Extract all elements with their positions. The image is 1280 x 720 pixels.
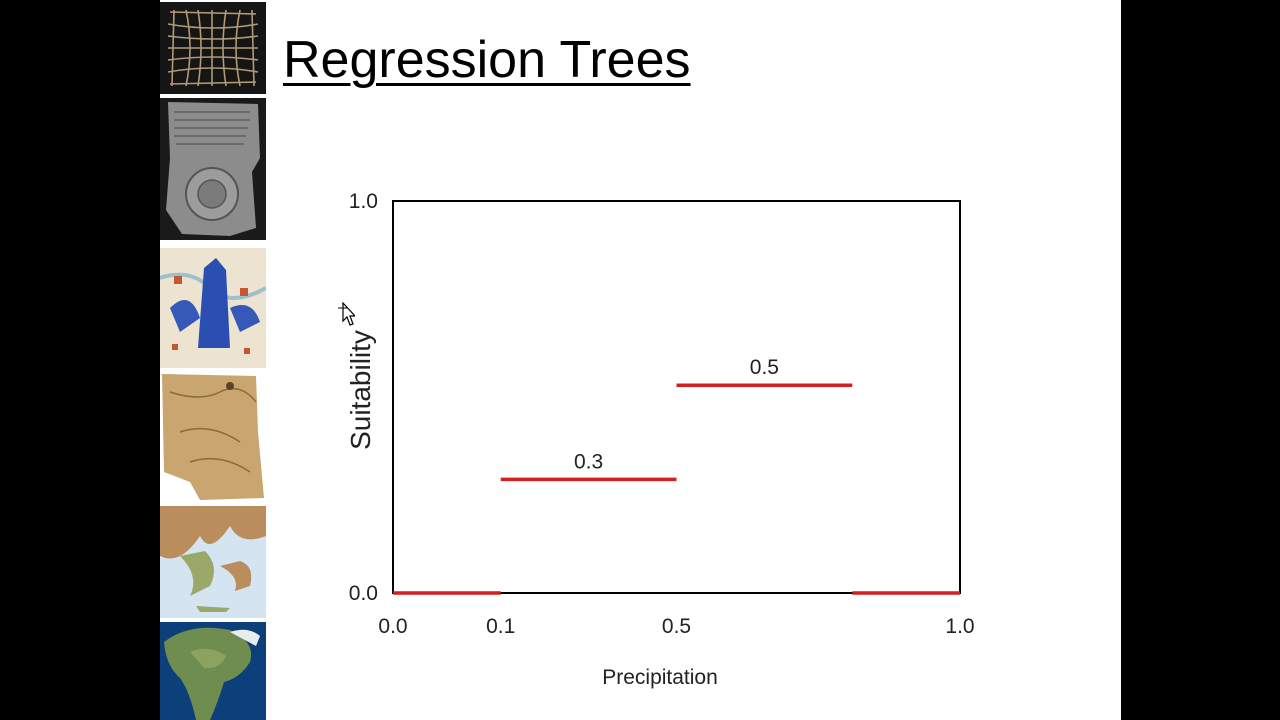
x-axis-label: Precipitation bbox=[602, 666, 718, 689]
x-tick-label: 0.5 bbox=[662, 615, 691, 638]
parchment-map-image bbox=[160, 372, 266, 500]
y-tick-label: 1.0 bbox=[349, 190, 378, 213]
segment-value-label: 0.3 bbox=[574, 450, 603, 473]
x-tick-label: 0.1 bbox=[486, 615, 515, 638]
y-tick-label: 0.0 bbox=[349, 582, 378, 605]
satellite-continent-image bbox=[160, 622, 266, 720]
relief-map-image bbox=[160, 506, 266, 618]
clay-tablet-map-image bbox=[160, 98, 266, 240]
slide-title: Regression Trees bbox=[283, 31, 691, 89]
mouse-cursor-icon bbox=[338, 302, 355, 326]
segment-value-label: 0.5 bbox=[750, 356, 779, 379]
woven-grid-map-image bbox=[160, 2, 266, 94]
x-tick-label: 0.0 bbox=[378, 615, 407, 638]
illuminated-map-image bbox=[160, 248, 266, 368]
regression-tree-chart: 0.0 0.1 0.5 1.0 1.0 0.0 Precipitation Suitabili… bbox=[345, 190, 975, 689]
plot-frame bbox=[392, 200, 961, 594]
x-tick-label: 1.0 bbox=[945, 615, 974, 638]
y-axis-label: Suitability bbox=[345, 330, 376, 450]
